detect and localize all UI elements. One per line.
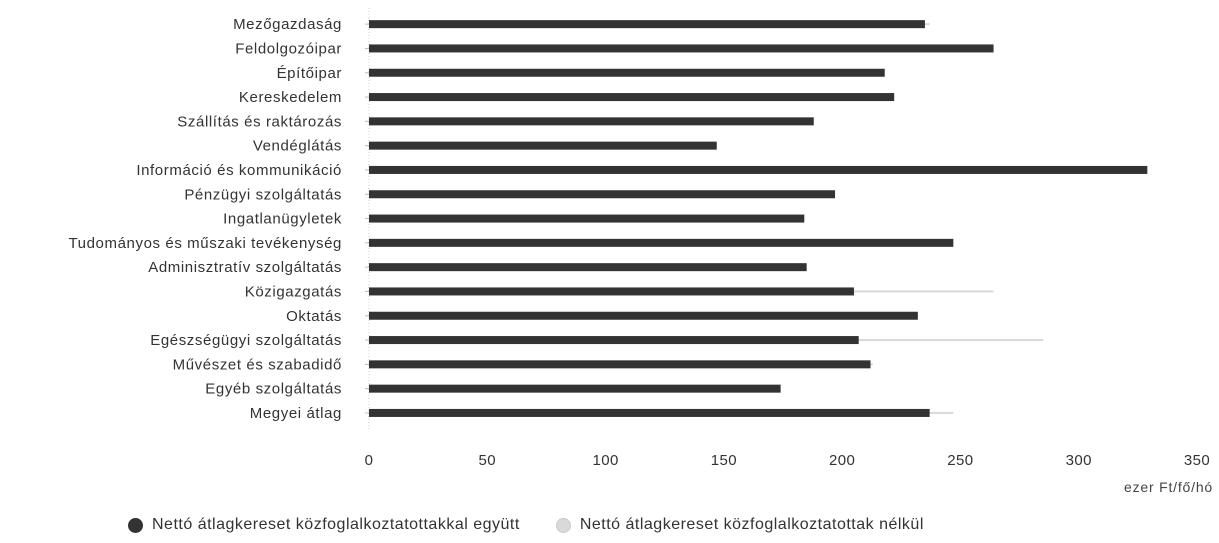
legend-item-series-2: Nettó átlagkereset közfoglalkoztatottak … bbox=[555, 516, 924, 534]
legend: Nettó átlagkereset közfoglalkoztatottakk… bbox=[128, 512, 1208, 538]
bar-series-1 bbox=[369, 311, 918, 320]
category-label: Egészségügyi szolgáltatás bbox=[150, 332, 342, 349]
category-label: Szállítás és raktározás bbox=[177, 113, 342, 130]
legend-swatch-series-1 bbox=[128, 517, 143, 533]
category-label: Mezőgazdaság bbox=[233, 16, 342, 33]
bar-series-1 bbox=[369, 214, 805, 223]
plot-area: Mezőgazdaság Feldolgozóipar Építőipar Keres… bbox=[68, 8, 1213, 495]
x-axis-label: ezer Ft/fő/hó bbox=[1124, 479, 1213, 495]
legend-label-series-2: Nettó átlagkereset közfoglalkoztatottak … bbox=[579, 516, 924, 533]
bar-series-1 bbox=[369, 165, 1148, 174]
bar-series-1 bbox=[369, 263, 807, 272]
x-tick-label: 50 bbox=[479, 452, 497, 469]
x-tick-label: 150 bbox=[711, 452, 737, 469]
x-tick-label: 250 bbox=[947, 452, 973, 469]
category-label: Közigazgatás bbox=[245, 283, 342, 300]
bar-series-1 bbox=[369, 44, 994, 53]
bar-chart: Mezőgazdaság Feldolgozóipar Építőipar Keres… bbox=[68, 8, 1213, 495]
category-label: Megyei átlag bbox=[250, 405, 342, 422]
bar-series-1 bbox=[369, 336, 859, 345]
legend-item-series-1: Nettó átlagkereset közfoglalkoztatottakk… bbox=[128, 516, 520, 534]
category-label: Vendéglátás bbox=[253, 138, 342, 155]
x-tick-label: 0 bbox=[365, 452, 374, 469]
category-label: Kereskedelem bbox=[239, 89, 342, 106]
x-tick-label: 200 bbox=[829, 452, 855, 469]
bar-series-1 bbox=[369, 20, 925, 29]
bar-series-1 bbox=[369, 287, 854, 296]
category-label: Építőipar bbox=[277, 65, 342, 82]
bar-series-1 bbox=[369, 238, 954, 247]
category-label: Ingatlanügyletek bbox=[223, 211, 342, 228]
category-label: Pénzügyi szolgáltatás bbox=[184, 186, 342, 203]
bar-series-1 bbox=[369, 117, 814, 126]
bar-series-1 bbox=[369, 360, 871, 369]
x-tick-label: 100 bbox=[592, 452, 618, 469]
category-label: Tudományos és műszaki tevékenység bbox=[68, 235, 342, 252]
legend-label-series-1: Nettó átlagkereset közfoglalkoztatottakk… bbox=[152, 516, 520, 533]
bar-series-1 bbox=[369, 141, 717, 150]
category-label: Művészet és szabadidő bbox=[173, 356, 342, 373]
legend-swatch-series-2 bbox=[555, 517, 571, 533]
bar-series-1 bbox=[369, 408, 930, 417]
category-label: Információ és kommunikáció bbox=[136, 162, 342, 179]
category-label: Feldolgozóipar bbox=[235, 40, 342, 57]
bar-series-1 bbox=[369, 68, 885, 77]
bar-series-1 bbox=[369, 384, 781, 393]
bar-series-1 bbox=[369, 190, 836, 199]
x-tick-label: 300 bbox=[1066, 452, 1092, 469]
category-label: Oktatás bbox=[286, 308, 342, 325]
x-tick-label: 350 bbox=[1184, 452, 1210, 469]
category-label: Egyéb szolgáltatás bbox=[205, 381, 342, 398]
category-label: Adminisztratív szolgáltatás bbox=[148, 259, 342, 276]
bar-series-1 bbox=[369, 93, 895, 102]
